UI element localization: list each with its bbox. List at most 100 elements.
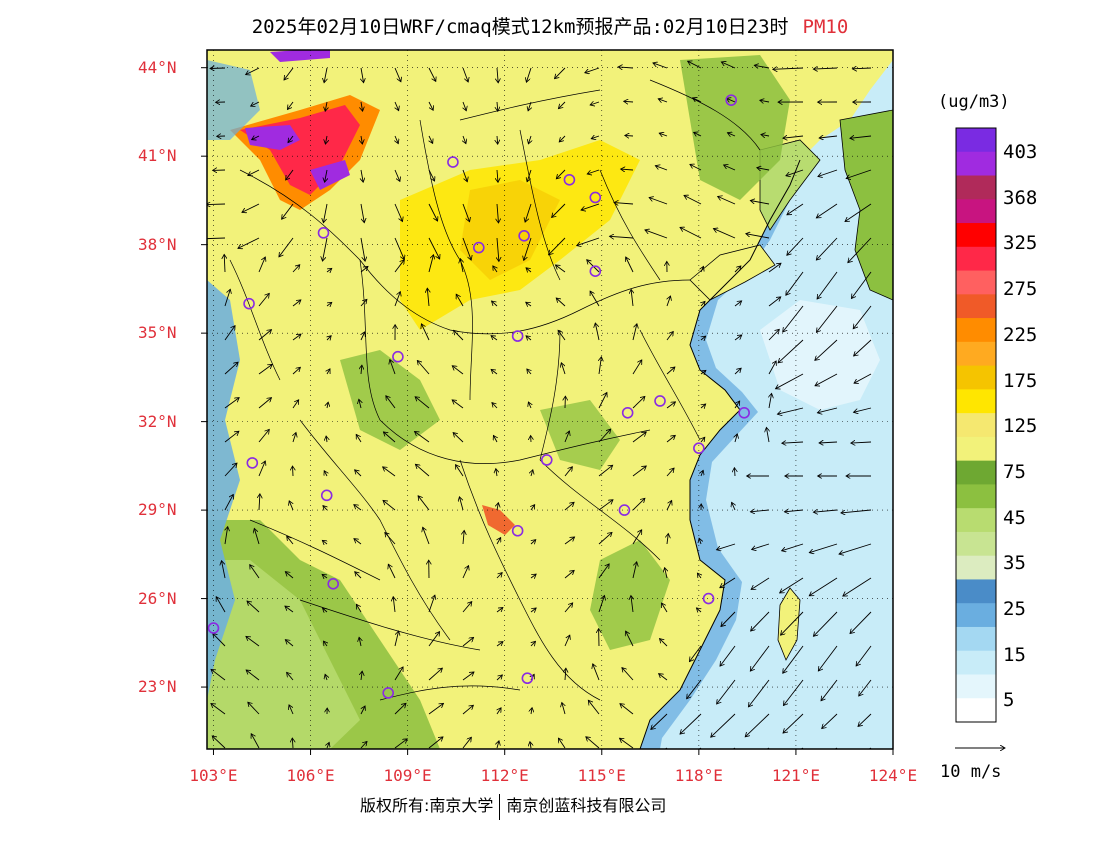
wind-arrow xyxy=(323,506,327,510)
wind-arrow xyxy=(497,67,498,83)
station-marker xyxy=(521,672,534,685)
wind-arrow xyxy=(292,400,299,409)
wind-arrow xyxy=(323,237,328,261)
wind-arrow xyxy=(632,432,646,443)
wind-arrow xyxy=(258,257,265,273)
wind-arrow xyxy=(761,135,770,137)
lon-label: 112°E xyxy=(480,766,529,785)
wind-arrow xyxy=(854,373,872,383)
wind-arrow xyxy=(680,227,702,239)
station-marker xyxy=(621,406,634,419)
wind-arrow xyxy=(851,442,872,443)
colorbar-swatch xyxy=(956,175,996,200)
wind-arrow xyxy=(697,573,701,578)
colorbar-units: (ug/m3) xyxy=(938,92,1010,112)
lon-label: 115°E xyxy=(577,766,626,785)
colorbar-label: 15 xyxy=(1003,643,1026,666)
wind-arrow xyxy=(287,536,294,545)
wind-arrow xyxy=(246,67,260,75)
wind-arrow xyxy=(760,100,770,102)
lat-label: 44°N xyxy=(138,57,177,77)
wind-arrow xyxy=(355,470,362,477)
colorbar-swatch xyxy=(956,199,996,224)
wind-arrow xyxy=(258,330,272,341)
colorbar-label: 225 xyxy=(1003,323,1038,346)
colorbar-label: 175 xyxy=(1003,369,1038,392)
wind-arrow xyxy=(665,568,667,579)
wind-arrow xyxy=(496,608,503,613)
wind-arrow xyxy=(558,330,566,341)
wind-arrow xyxy=(818,645,838,671)
wind-arrow xyxy=(527,369,531,375)
coastline xyxy=(639,159,801,749)
wind-arrow xyxy=(207,237,226,240)
wind-arrow xyxy=(776,373,804,389)
wind-arrow xyxy=(462,67,468,82)
wind-arrow xyxy=(394,260,404,273)
wind-arrow xyxy=(786,271,804,295)
wind-arrow xyxy=(254,528,260,545)
wind-arrow xyxy=(428,67,436,81)
station-marker xyxy=(589,191,602,204)
wind-arrow xyxy=(687,679,702,699)
wind-arrow xyxy=(587,169,600,174)
wind-arrow xyxy=(238,237,260,248)
wind-arrow xyxy=(816,203,838,218)
wind-arrow xyxy=(717,543,736,550)
zone-25-north xyxy=(207,60,260,140)
wind-arrow xyxy=(662,603,668,613)
wind-arrow xyxy=(786,169,804,176)
wind-arrow xyxy=(361,101,363,111)
wind-arrow xyxy=(819,136,838,138)
wind-arrow xyxy=(680,713,702,734)
wind-arrow xyxy=(456,294,464,307)
wind-arrow xyxy=(822,713,838,729)
colorbar-swatch xyxy=(956,389,996,414)
wind-arrow xyxy=(556,169,566,179)
wind-arrow xyxy=(288,135,294,143)
wind-arrow xyxy=(456,465,464,477)
station-marker xyxy=(589,265,602,278)
wind-arrow xyxy=(492,301,498,307)
wind-arrow xyxy=(322,574,327,578)
wind-arrow xyxy=(462,705,473,715)
wind-arrow xyxy=(394,739,407,749)
wind-arrow xyxy=(462,169,467,182)
wind-arrow xyxy=(496,573,502,579)
wind-arrow xyxy=(851,271,872,299)
wind-arrow xyxy=(666,468,674,477)
wind-arrow xyxy=(497,135,498,144)
wind-arrow xyxy=(626,631,634,647)
station-marker xyxy=(207,622,220,634)
wind-arrow xyxy=(428,595,435,613)
wind-arrow xyxy=(292,334,301,341)
wind-arrow xyxy=(850,611,872,634)
wind-arrow xyxy=(462,237,471,260)
colorbar-swatch xyxy=(956,626,996,652)
wind-arrow xyxy=(618,67,634,68)
wind-arrow xyxy=(721,62,736,69)
wind-arrow xyxy=(564,570,574,579)
wind-arrow xyxy=(701,437,705,442)
wind-arrow xyxy=(809,577,838,596)
wind-arrow xyxy=(620,738,634,749)
wind-arrow xyxy=(497,741,499,749)
wind-arrow xyxy=(390,360,396,375)
wind-arrow xyxy=(552,203,566,218)
wind-arrow xyxy=(453,433,464,443)
wind-arrow xyxy=(815,373,838,386)
colorbar-swatch xyxy=(956,246,996,272)
wind-arrow xyxy=(839,543,872,554)
zone-25-west xyxy=(207,280,240,700)
wind-arrow xyxy=(383,432,396,443)
wind-arrow xyxy=(212,736,226,749)
wind-arrow xyxy=(427,288,429,307)
colorbar-swatch xyxy=(956,508,996,533)
wind-arrow xyxy=(492,403,498,409)
wind-arrow xyxy=(632,530,642,545)
wind-arrow xyxy=(361,135,362,144)
station-marker xyxy=(702,592,715,605)
wind-arrow xyxy=(848,237,872,263)
wind-arrow xyxy=(745,713,770,737)
wind-arrow xyxy=(528,402,531,409)
